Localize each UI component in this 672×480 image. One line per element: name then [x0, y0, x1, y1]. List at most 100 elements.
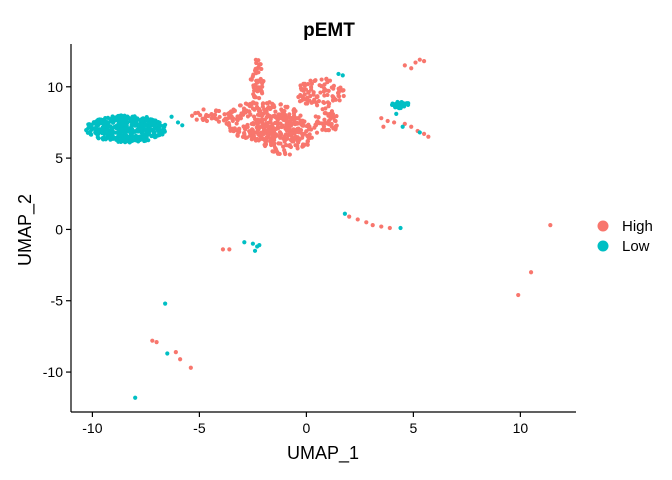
point-high — [283, 143, 289, 148]
point-low — [336, 71, 341, 77]
point-high — [293, 134, 298, 139]
point-low — [165, 351, 170, 356]
point-high — [326, 104, 331, 109]
point-high — [291, 139, 296, 144]
point-high — [278, 135, 283, 140]
point-low — [397, 106, 402, 111]
point-high — [271, 136, 276, 141]
point-high — [254, 105, 259, 110]
point-high — [230, 128, 235, 133]
point-high — [297, 99, 303, 104]
point-high — [201, 117, 206, 123]
point-high — [260, 84, 265, 89]
point-high — [229, 114, 234, 119]
point-high — [305, 82, 311, 87]
point-high — [254, 60, 259, 66]
point-high — [178, 357, 183, 362]
point-low — [135, 117, 140, 122]
point-high — [189, 113, 195, 118]
point-low — [157, 132, 162, 137]
point-high — [253, 57, 258, 62]
point-low — [89, 132, 94, 137]
point-high — [314, 130, 320, 135]
point-high — [268, 106, 273, 112]
point-high — [306, 127, 312, 132]
point-high — [292, 130, 298, 135]
point-high — [308, 94, 313, 99]
legend: High Low — [597, 218, 653, 255]
point-low — [105, 127, 110, 133]
point-high — [271, 103, 276, 108]
point-low — [342, 211, 347, 216]
point-high — [385, 118, 390, 124]
point-low — [125, 134, 130, 139]
point-high — [298, 127, 304, 133]
point-high — [321, 99, 326, 105]
y-tick-label: 5 — [55, 150, 63, 166]
point-high — [249, 137, 254, 142]
point-low — [169, 114, 174, 119]
point-low — [100, 125, 105, 130]
point-low — [132, 114, 137, 119]
point-high — [249, 121, 254, 127]
point-high — [265, 123, 270, 129]
point-high — [286, 126, 292, 131]
point-high — [312, 97, 317, 102]
point-low — [112, 125, 117, 130]
point-low — [152, 126, 157, 131]
point-high — [280, 123, 285, 128]
point-high — [295, 139, 301, 144]
point-high — [251, 114, 257, 119]
y-tick-label: -10 — [43, 364, 63, 380]
point-high — [292, 107, 297, 112]
point-high — [222, 112, 227, 117]
point-low — [108, 137, 113, 142]
x-tick-label: 0 — [302, 420, 310, 436]
point-high — [402, 63, 407, 68]
point-high — [264, 138, 269, 143]
point-low — [156, 125, 161, 131]
point-high — [322, 82, 327, 87]
point-high — [337, 98, 342, 103]
point-low — [398, 225, 403, 231]
point-high — [256, 65, 261, 70]
point-high — [273, 120, 278, 126]
point-high — [154, 340, 159, 345]
point-high — [282, 150, 288, 155]
point-high — [333, 124, 338, 129]
point-high — [330, 98, 336, 103]
x-tick-label: 10 — [513, 420, 529, 436]
point-low — [113, 135, 119, 141]
point-low — [102, 121, 107, 126]
point-high — [245, 124, 250, 130]
point-low — [95, 135, 100, 140]
point-high — [209, 112, 214, 117]
point-high — [269, 132, 275, 137]
point-low — [116, 127, 121, 132]
point-high — [234, 128, 239, 133]
point-high — [289, 131, 294, 136]
point-low — [394, 111, 399, 116]
point-high — [227, 247, 232, 252]
point-low — [126, 128, 131, 134]
point-high — [282, 139, 287, 144]
point-high — [243, 108, 248, 114]
point-high — [548, 223, 553, 228]
point-high — [250, 127, 255, 132]
point-high — [370, 223, 375, 228]
point-high — [287, 112, 292, 117]
point-low — [175, 120, 181, 125]
point-high — [188, 365, 193, 370]
point-high — [313, 122, 318, 127]
point-high — [298, 121, 303, 126]
point-high — [270, 149, 275, 154]
point-high — [263, 110, 268, 115]
point-high — [281, 116, 286, 121]
point-low — [100, 130, 105, 136]
point-high — [333, 118, 338, 124]
point-low — [162, 124, 167, 130]
point-high — [279, 107, 284, 112]
point-high — [417, 57, 422, 62]
point-high — [329, 121, 334, 127]
point-high — [296, 94, 301, 100]
